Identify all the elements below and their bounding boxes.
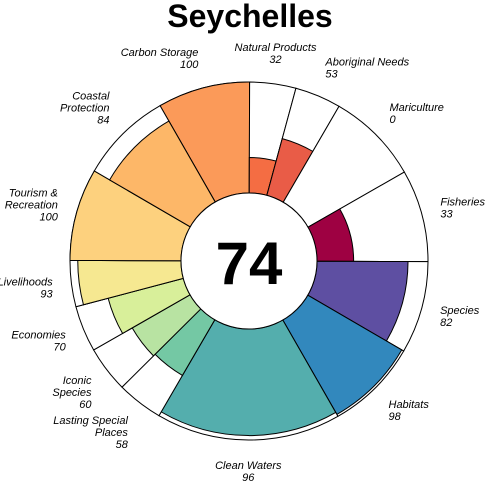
petal-name-label: Tourism & xyxy=(9,187,58,199)
petal-name-label: Lasting Special xyxy=(53,415,128,427)
petal-score-label: 84 xyxy=(97,115,109,127)
petal-score-label: 70 xyxy=(54,342,67,354)
petal-score-label: 82 xyxy=(440,317,452,329)
petal-name-label: Iconic xyxy=(63,375,92,387)
petal-score-label: 0 xyxy=(390,114,397,126)
petal-name-label: Economies xyxy=(11,330,66,342)
petal-score-label: 32 xyxy=(269,54,281,66)
petal-name-label: Natural Products xyxy=(235,42,317,54)
petal-score-label: 58 xyxy=(116,439,129,451)
petal-score-label: 96 xyxy=(242,472,255,484)
petal-name-label: Places xyxy=(95,427,129,439)
chart-title: Seychelles xyxy=(167,0,332,34)
petal-score-label: 100 xyxy=(40,211,59,223)
petal-score-label: 33 xyxy=(440,208,453,220)
petal-name-label: Species xyxy=(52,387,92,399)
petal-score-label: 53 xyxy=(325,68,338,80)
petal-score-label: 100 xyxy=(180,59,199,71)
petal-name-label: Fisheries xyxy=(440,196,485,208)
petal-score-label: 98 xyxy=(389,411,402,423)
petal-score-label: 60 xyxy=(79,399,92,411)
petal-name-label: Clean Waters xyxy=(215,460,282,472)
petal-score-label: 93 xyxy=(40,289,53,301)
center-score: 74 xyxy=(216,230,283,297)
petal-name-label: Habitats xyxy=(389,399,430,411)
petal-name-label: Aboriginal Needs xyxy=(324,56,409,68)
petal-name-label: Protection xyxy=(60,103,110,115)
petal-name-label: Mariculture xyxy=(390,102,444,114)
center-circle xyxy=(180,192,318,330)
petal-name-label: Coastal xyxy=(72,91,110,103)
petal-name-label: Species xyxy=(440,305,480,317)
petal-name-label: Recreation xyxy=(5,199,58,211)
petal-name-label: Carbon Storage xyxy=(121,47,199,59)
petal-name-label: Livelihoods xyxy=(0,277,53,289)
